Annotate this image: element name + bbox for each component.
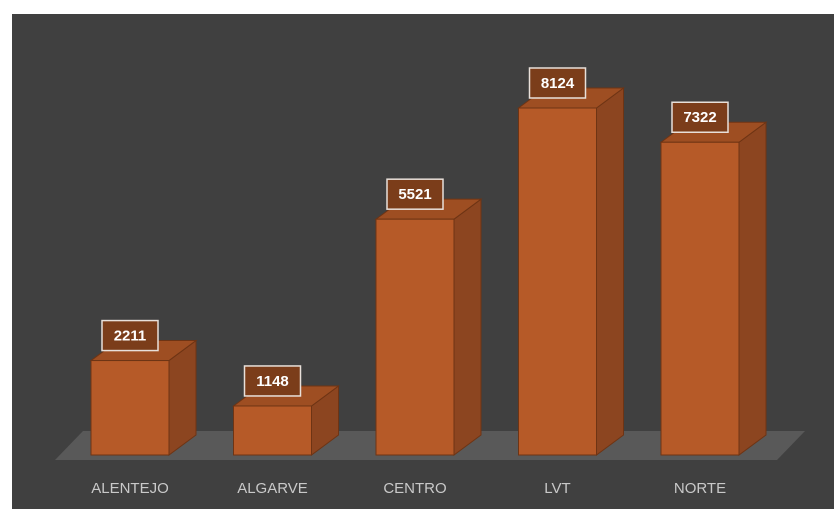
value-label: 8124: [541, 75, 575, 92]
bar-side: [453, 198, 482, 456]
bar: [516, 87, 626, 456]
x-tick-label: ALGARVE: [237, 480, 308, 497]
value-label-box: [386, 178, 444, 210]
value-label-box: [671, 101, 729, 134]
bar-front: [660, 141, 740, 456]
value-label-box: [101, 319, 159, 352]
x-tick-label: CENTRO: [383, 480, 446, 497]
value-label: 2211: [114, 328, 147, 345]
value-label-box: [528, 67, 587, 99]
bar-side: [738, 121, 767, 456]
value-label: 7322: [683, 109, 716, 126]
bar-front: [90, 360, 170, 456]
x-tick-label: NORTE: [674, 480, 726, 497]
value-label: 1148: [256, 373, 289, 390]
bar: [374, 198, 483, 456]
value-label-box: [243, 365, 302, 397]
bar-side: [596, 87, 624, 456]
bar-front: [518, 107, 597, 456]
value-label: 5521: [398, 186, 431, 203]
x-tick-label: ALENTEJO: [91, 480, 169, 497]
bar-front: [375, 218, 455, 456]
x-tick-label: LVT: [544, 480, 570, 497]
bar-front: [233, 405, 312, 456]
bar: [659, 121, 768, 456]
bar: [89, 339, 198, 456]
